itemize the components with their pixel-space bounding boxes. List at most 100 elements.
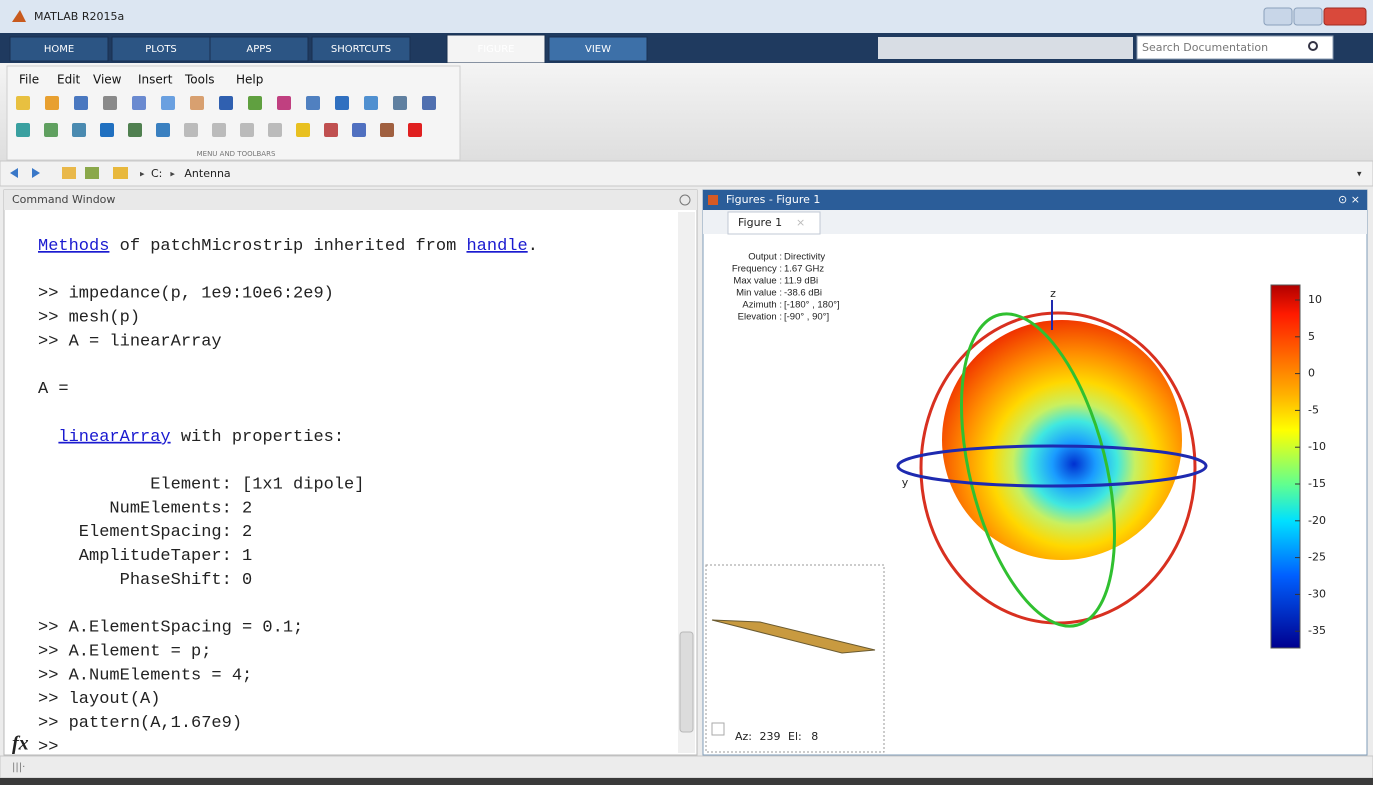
info-value: -38.6 dBi — [784, 288, 822, 299]
up-folder-button[interactable] — [62, 167, 76, 179]
command-line: >> A.Element = p; — [38, 643, 211, 662]
link[interactable]: linearArray — [58, 428, 170, 447]
tab[interactable] — [548, 36, 648, 62]
command-window-title: Command Window — [12, 193, 115, 206]
toolbar-button[interactable] — [72, 123, 86, 137]
colorbar-tick-label: -5 — [1308, 403, 1319, 416]
toolbar-button[interactable] — [45, 96, 59, 110]
antenna-layout — [711, 619, 876, 654]
toolbar-button[interactable] — [16, 96, 30, 110]
tab[interactable] — [311, 36, 411, 62]
search-box[interactable] — [1136, 35, 1334, 60]
link[interactable]: Methods — [38, 237, 109, 256]
menu-item[interactable]: Tools — [184, 73, 215, 87]
tab-label[interactable]: SHORTCUTS — [331, 44, 391, 55]
tab-label[interactable]: FIGURE — [477, 44, 514, 55]
path-dropdown[interactable]: ▾ — [1357, 170, 1362, 180]
colorbar-tick-label: 0 — [1308, 367, 1315, 380]
command-text: AmplitudeTaper: 1 — [38, 548, 252, 567]
colorbar-tick-label: -25 — [1308, 551, 1326, 564]
el-label: El: — [788, 730, 802, 743]
toolbar-button[interactable] — [190, 96, 204, 110]
z-label: z — [1050, 287, 1056, 300]
toolbar-button[interactable] — [16, 123, 30, 137]
tab-label[interactable]: VIEW — [585, 44, 611, 55]
figure-tab[interactable] — [727, 211, 821, 235]
search-icon[interactable] — [1308, 41, 1318, 51]
inset-box — [705, 564, 885, 753]
toolbar-button[interactable] — [212, 123, 226, 137]
minimize-button[interactable] — [1263, 7, 1293, 26]
toolbar-button[interactable] — [219, 96, 233, 110]
maximize-button[interactable] — [1293, 7, 1323, 26]
toolbar-button[interactable] — [184, 123, 198, 137]
toolbar-button[interactable] — [324, 123, 338, 137]
command-line: linearArray with properties: — [38, 428, 344, 447]
tab[interactable] — [111, 36, 211, 62]
command-text: >> mesh(p) — [38, 309, 140, 328]
colorbar — [1270, 284, 1301, 649]
command-text: . — [528, 237, 538, 256]
tab-label[interactable]: APPS — [246, 44, 271, 55]
info-label: Max value : — [733, 276, 782, 287]
command-text: >> A.NumElements = 4; — [38, 667, 252, 686]
menu-item[interactable]: Insert — [138, 73, 173, 87]
toolbar-button[interactable] — [156, 123, 170, 137]
tab[interactable] — [209, 36, 309, 62]
toolbar-button[interactable] — [240, 123, 254, 137]
command-text: with properties: — [171, 428, 344, 447]
toolbar-button[interactable] — [268, 123, 282, 137]
toolbar-button[interactable] — [44, 123, 58, 137]
browse-button[interactable] — [85, 167, 99, 179]
toolbar-button[interactable] — [277, 96, 291, 110]
toolbar-button[interactable] — [352, 123, 366, 137]
toolbar-button[interactable] — [161, 96, 175, 110]
tab-label[interactable]: HOME — [44, 44, 74, 55]
path-segment[interactable]: Antenna — [184, 167, 230, 180]
toolbar-button[interactable] — [393, 96, 407, 110]
toolbar-button[interactable] — [132, 96, 146, 110]
menu-item[interactable]: File — [19, 73, 39, 87]
tab[interactable] — [9, 36, 109, 62]
menu-item[interactable]: Help — [236, 73, 263, 87]
command-window — [3, 189, 698, 756]
toolbar-button[interactable] — [248, 96, 262, 110]
toolbar-button[interactable] — [100, 123, 114, 137]
command-text: >> A = linearArray — [38, 333, 222, 352]
toolbar-button[interactable] — [103, 96, 117, 110]
tab-label[interactable]: PLOTS — [145, 44, 177, 55]
toolbar-button[interactable] — [408, 123, 422, 137]
figure-tab-close[interactable]: × — [796, 216, 805, 229]
search-placeholder: Search Documentation — [1142, 41, 1268, 54]
close-button[interactable] — [1323, 7, 1367, 26]
link[interactable]: handle — [466, 237, 527, 256]
info-value: [-180° , 180°] — [784, 300, 840, 311]
toolbar-button[interactable] — [335, 96, 349, 110]
toolbar-button[interactable] — [128, 123, 142, 137]
path-segment[interactable]: C: — [151, 167, 162, 180]
menu-item[interactable]: View — [93, 73, 122, 87]
figure-tab-label[interactable]: Figure 1 — [738, 216, 782, 229]
minimize-toolstrip[interactable] — [1339, 38, 1367, 58]
toolbar-button[interactable] — [74, 96, 88, 110]
toolbar-button[interactable] — [296, 123, 310, 137]
menu-item[interactable]: Edit — [57, 73, 81, 87]
scroll-thumb[interactable] — [679, 631, 694, 733]
back-button[interactable] — [10, 168, 18, 178]
command-line: >> — [38, 738, 58, 757]
tab[interactable] — [446, 34, 546, 64]
status-bar — [0, 755, 1373, 779]
forward-button[interactable] — [32, 168, 40, 178]
toolbar-button[interactable] — [380, 123, 394, 137]
toolbar-button[interactable] — [422, 96, 436, 110]
scrollbar[interactable] — [678, 212, 695, 753]
toolbar-button[interactable] — [364, 96, 378, 110]
command-window-header — [4, 190, 697, 210]
info-value: 11.9 dBi — [784, 276, 818, 287]
colorbar-tick-label: -10 — [1308, 440, 1326, 453]
prompt-icon[interactable]: fx — [12, 732, 29, 754]
toolbar-button[interactable] — [306, 96, 320, 110]
window-title: MATLAB R2015a — [34, 10, 124, 23]
panel-controls[interactable]: ⊙ × — [1338, 193, 1360, 206]
panel-menu[interactable] — [679, 194, 691, 206]
